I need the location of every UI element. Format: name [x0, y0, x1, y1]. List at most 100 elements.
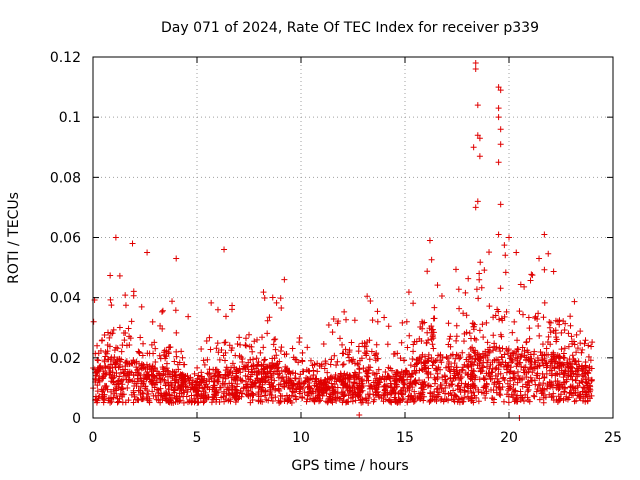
data-point	[238, 377, 245, 384]
data-point	[226, 342, 233, 349]
data-point	[111, 354, 118, 361]
data-point	[558, 346, 565, 353]
data-point	[433, 366, 440, 373]
data-point	[540, 399, 547, 406]
data-point	[204, 356, 211, 363]
data-point	[115, 398, 122, 405]
data-point	[558, 362, 565, 369]
data-point	[468, 398, 475, 405]
data-point	[233, 390, 240, 397]
data-point	[393, 381, 400, 388]
data-point	[502, 252, 509, 259]
data-point	[527, 351, 534, 358]
data-point	[292, 393, 299, 400]
data-point	[259, 381, 266, 388]
data-point	[477, 259, 484, 266]
data-point	[400, 357, 407, 364]
data-point	[243, 383, 250, 390]
chart-title: Day 071 of 2024, Rate Of TEC Index for r…	[161, 20, 539, 36]
data-point	[323, 379, 330, 386]
data-point	[588, 377, 595, 384]
data-point	[210, 394, 217, 401]
data-point	[95, 350, 102, 357]
data-point	[579, 346, 586, 353]
data-point	[345, 398, 352, 405]
data-point	[445, 320, 452, 327]
data-point	[443, 380, 450, 387]
data-point	[556, 321, 563, 328]
data-point	[570, 356, 577, 363]
data-point	[505, 399, 512, 406]
data-point	[137, 375, 144, 382]
data-point	[452, 375, 459, 382]
data-point	[420, 386, 427, 393]
data-point	[272, 394, 279, 401]
data-point	[506, 355, 513, 362]
data-point	[439, 374, 446, 381]
data-point	[482, 384, 489, 391]
data-point	[456, 305, 463, 312]
data-point	[463, 312, 470, 319]
data-point	[123, 376, 130, 383]
data-point	[573, 397, 580, 404]
data-point	[169, 298, 176, 305]
data-point	[474, 350, 481, 357]
data-point	[539, 356, 546, 363]
data-point	[324, 399, 331, 406]
data-point	[122, 363, 129, 370]
data-point	[227, 398, 234, 405]
data-point	[552, 327, 559, 334]
data-point	[202, 381, 209, 388]
x-tick-label: 5	[193, 430, 202, 446]
data-point	[252, 377, 259, 384]
data-point	[407, 396, 414, 403]
data-point	[165, 386, 172, 392]
data-point	[180, 376, 187, 383]
data-point	[342, 346, 349, 353]
data-point	[311, 397, 318, 404]
data-point	[410, 348, 417, 355]
data-point	[320, 341, 327, 348]
data-point	[351, 369, 358, 376]
data-point	[495, 114, 502, 121]
data-point	[251, 380, 258, 387]
data-point	[329, 329, 336, 336]
data-point	[487, 386, 494, 393]
data-point	[542, 359, 549, 366]
data-point	[129, 240, 136, 247]
data-point	[261, 392, 268, 399]
data-point	[472, 204, 479, 211]
data-point	[548, 372, 555, 379]
data-point	[425, 374, 432, 381]
data-point	[429, 362, 436, 369]
data-point	[351, 317, 358, 324]
data-point	[518, 351, 525, 358]
data-point	[519, 394, 526, 401]
data-point	[455, 352, 462, 359]
data-point	[111, 372, 118, 379]
data-point	[163, 395, 170, 402]
data-point	[108, 302, 115, 309]
data-point	[223, 364, 230, 371]
data-point	[373, 384, 380, 391]
data-point	[443, 364, 450, 371]
data-point	[275, 385, 282, 392]
data-point	[417, 396, 424, 403]
data-point	[577, 328, 584, 335]
data-point	[398, 339, 405, 346]
data-point	[355, 361, 362, 368]
data-point	[334, 358, 341, 365]
data-point	[388, 367, 395, 374]
data-point	[222, 380, 229, 387]
data-point	[173, 392, 180, 399]
data-point	[572, 377, 579, 384]
data-point	[235, 367, 242, 374]
data-point	[406, 383, 413, 390]
data-point	[368, 348, 375, 355]
data-point	[346, 347, 353, 354]
data-point	[431, 388, 438, 395]
data-point	[95, 357, 102, 364]
data-point	[513, 363, 520, 370]
data-point	[267, 370, 274, 377]
data-point	[161, 347, 168, 354]
